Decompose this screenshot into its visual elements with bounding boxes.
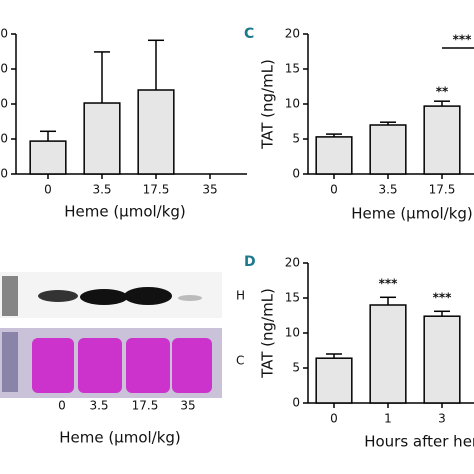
y-tick-label: 500 (0, 132, 8, 146)
y-tick-label: 1000 (0, 97, 8, 111)
blot-xlabel: Heme (μmol/kg) (59, 429, 181, 447)
bar (315, 136, 353, 175)
significance: *** (433, 291, 453, 305)
y-axis-label: TAT (ng/mL) (259, 288, 277, 379)
bar (83, 102, 121, 175)
y-tick-label: 0 (292, 396, 300, 410)
y-tick-label: 20 (285, 256, 300, 270)
y-tick-label: 15 (285, 291, 300, 305)
x-axis-label: Hours after heme (364, 433, 474, 451)
panel-label: D (244, 254, 256, 270)
lane-label: 3.5 (89, 399, 108, 413)
bar (423, 105, 461, 175)
x-tick-label: 1 (384, 412, 392, 426)
y-tick-label: 1500 (0, 62, 8, 76)
x-tick-label: 0 (330, 412, 338, 426)
x-tick-label: 0 (44, 183, 52, 197)
y-tick-label: 15 (285, 62, 300, 76)
bar (315, 357, 353, 404)
bar (369, 124, 407, 175)
y-tick-label: 10 (285, 326, 300, 340)
x-axis-label: Heme (μmol/kg) (64, 203, 186, 221)
y-tick-label: 5 (292, 361, 300, 375)
lane-label: 17.5 (132, 399, 159, 413)
blot-image (0, 272, 222, 398)
bar (423, 315, 461, 404)
significance: *** (453, 33, 473, 47)
x-tick-label: 35 (202, 183, 217, 197)
bar (29, 140, 67, 175)
panel-label: C (244, 26, 254, 42)
x-tick-label: 3.5 (92, 183, 111, 197)
lane-label: 0 (58, 399, 66, 413)
y-tick-label: 2000 (0, 27, 8, 41)
y-tick-label: 5 (292, 132, 300, 146)
lane-label: 35 (180, 399, 195, 413)
blot-row-label: H (236, 289, 245, 303)
y-tick-label: 10 (285, 97, 300, 111)
significance: ** (436, 85, 449, 99)
y-tick-label: 0 (292, 167, 300, 181)
bar (369, 304, 407, 404)
bar (137, 89, 175, 175)
y-axis-label: TAT (ng/mL) (259, 59, 277, 150)
x-axis-label: Heme (μmol/kg) (351, 205, 473, 223)
x-tick-label: 17.5 (143, 183, 170, 197)
y-tick-label: 0 (0, 167, 8, 181)
x-tick-label: 0 (330, 183, 338, 197)
blot-row-label: C (236, 354, 244, 368)
x-tick-label: 17.5 (429, 183, 456, 197)
y-tick-label: 20 (285, 27, 300, 41)
significance: *** (379, 277, 399, 291)
x-tick-label: 3 (438, 412, 446, 426)
x-tick-label: 3.5 (378, 183, 397, 197)
